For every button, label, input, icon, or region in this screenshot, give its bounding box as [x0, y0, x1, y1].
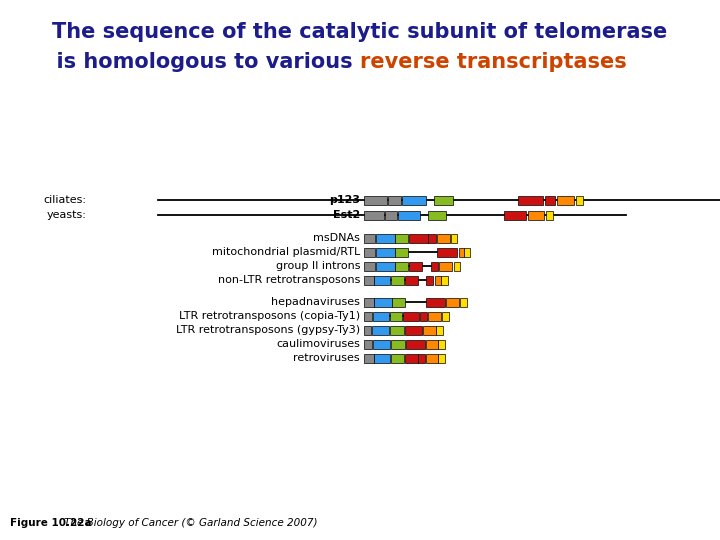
Text: LTR retrotransposons (copia-Ty1): LTR retrotransposons (copia-Ty1) [179, 311, 360, 321]
Bar [546, 211, 553, 219]
Bar [391, 354, 404, 362]
Text: Figure 10.22a: Figure 10.22a [10, 518, 99, 528]
Bar [392, 298, 405, 307]
Bar [428, 312, 441, 321]
Text: mitochondrial plasmid/RTL: mitochondrial plasmid/RTL [212, 247, 360, 257]
Text: yeasts:: yeasts: [47, 210, 86, 220]
Bar [374, 298, 392, 307]
Bar [436, 326, 443, 334]
Bar [426, 354, 438, 362]
Bar [420, 312, 427, 321]
Text: reverse transcriptases: reverse transcriptases [360, 52, 626, 72]
Bar [438, 354, 445, 362]
Bar [504, 211, 526, 219]
Bar [428, 233, 436, 242]
Bar [451, 233, 457, 242]
Bar [576, 195, 583, 205]
Bar [391, 340, 405, 348]
Bar [464, 247, 470, 256]
Text: The Biology of Cancer (© Garland Science 2007): The Biology of Cancer (© Garland Science… [64, 518, 318, 528]
Bar [364, 275, 374, 285]
Bar [364, 312, 372, 321]
Text: caulimoviruses: caulimoviruses [276, 339, 360, 349]
Bar [557, 195, 574, 205]
Text: ciliates:: ciliates: [43, 195, 86, 205]
Bar [423, 326, 436, 334]
Bar [437, 247, 457, 256]
Bar [364, 211, 384, 219]
Bar [431, 261, 438, 271]
Bar [364, 298, 374, 307]
Text: non-LTR retrotransposons: non-LTR retrotransposons [217, 275, 360, 285]
Bar [441, 275, 448, 285]
Bar [364, 195, 387, 205]
Bar [406, 340, 425, 348]
Bar [405, 275, 418, 285]
Text: msDNAs: msDNAs [313, 233, 360, 243]
Bar [364, 261, 375, 271]
Bar [435, 275, 441, 285]
Text: retroviruses: retroviruses [293, 353, 360, 363]
Bar [403, 312, 419, 321]
Bar [364, 340, 372, 348]
Bar [364, 354, 374, 362]
Bar [373, 312, 389, 321]
Bar [395, 261, 408, 271]
Bar [460, 298, 467, 307]
Bar [442, 312, 449, 321]
Bar [439, 261, 452, 271]
Bar [364, 233, 375, 242]
Bar [376, 247, 395, 256]
Bar [459, 247, 464, 256]
Bar [545, 195, 555, 205]
Bar [390, 312, 402, 321]
Bar [426, 275, 433, 285]
Bar [528, 211, 544, 219]
Bar [373, 340, 390, 348]
Bar [409, 233, 428, 242]
Bar [376, 261, 395, 271]
Text: is homologous to various: is homologous to various [42, 52, 360, 72]
Bar [395, 233, 408, 242]
Bar [388, 195, 401, 205]
Bar [418, 354, 425, 362]
Bar [437, 233, 450, 242]
Bar [374, 354, 390, 362]
Bar [426, 340, 438, 348]
Text: hepadnaviruses: hepadnaviruses [271, 297, 360, 307]
Bar [426, 298, 445, 307]
Text: The sequence of the catalytic subunit of telomerase: The sequence of the catalytic subunit of… [53, 22, 667, 42]
Bar [385, 211, 397, 219]
Bar [398, 211, 420, 219]
Bar [434, 195, 453, 205]
Bar [402, 195, 426, 205]
Text: Est2: Est2 [333, 210, 360, 220]
Bar [405, 326, 422, 334]
Bar [372, 326, 389, 334]
Text: LTR retrotransposons (gypsy-Ty3): LTR retrotransposons (gypsy-Ty3) [176, 325, 360, 335]
Bar [391, 275, 404, 285]
Text: p123: p123 [329, 195, 360, 205]
Bar [374, 275, 390, 285]
Bar [428, 211, 446, 219]
Bar [438, 340, 445, 348]
Bar [454, 261, 460, 271]
Text: group II introns: group II introns [276, 261, 360, 271]
Bar [405, 354, 418, 362]
Bar [395, 247, 408, 256]
Bar [518, 195, 543, 205]
Bar [364, 247, 375, 256]
Bar [409, 261, 422, 271]
Bar [446, 298, 459, 307]
Bar [364, 326, 371, 334]
Bar [376, 233, 395, 242]
Bar [390, 326, 404, 334]
